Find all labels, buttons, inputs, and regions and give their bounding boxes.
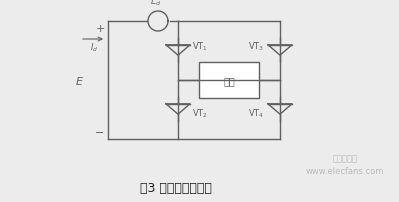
Text: $L_d$: $L_d$ [150, 0, 162, 8]
Text: 负载: 负载 [223, 76, 235, 86]
Text: 图3 电流源型逆变器: 图3 电流源型逆变器 [140, 181, 211, 194]
Text: VT$_3$: VT$_3$ [248, 41, 264, 53]
Text: VT$_2$: VT$_2$ [192, 107, 208, 120]
Text: VT$_1$: VT$_1$ [192, 41, 208, 53]
Text: +: + [95, 24, 105, 34]
Bar [199, 63, 259, 99]
Text: VT$_4$: VT$_4$ [248, 107, 264, 120]
Text: $E$: $E$ [75, 75, 85, 87]
Text: 电子发烧友
www.elecfans.com: 电子发烧友 www.elecfans.com [306, 153, 384, 175]
Text: −: − [95, 127, 105, 137]
Text: $I_d$: $I_d$ [90, 41, 98, 53]
